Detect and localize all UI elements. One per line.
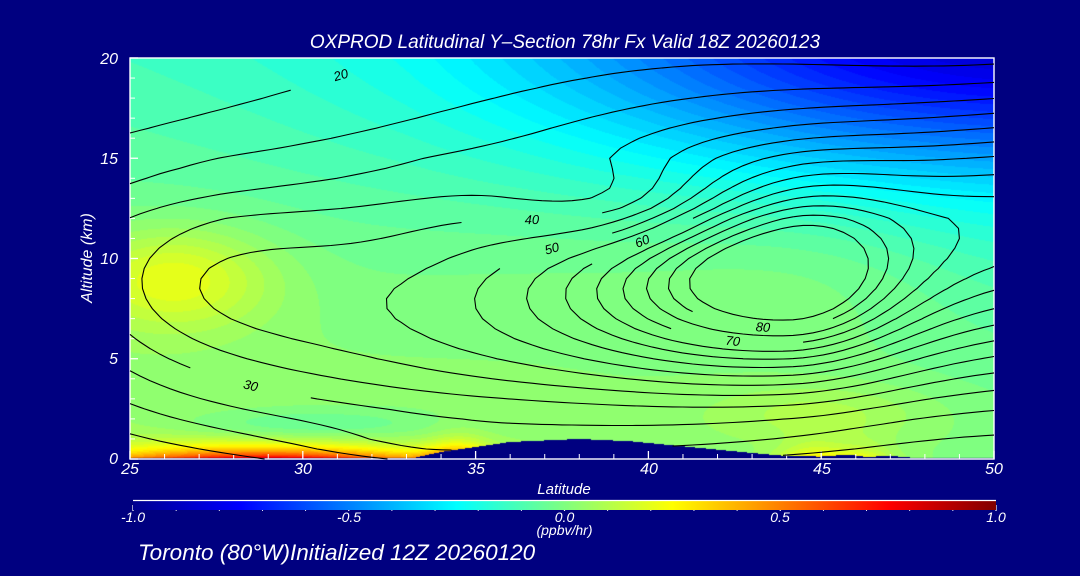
svg-text:Altitude (km): Altitude (km) [79, 213, 96, 304]
svg-text:(ppbv/hr): (ppbv/hr) [536, 522, 592, 538]
svg-text:20: 20 [99, 51, 118, 68]
svg-text:45: 45 [813, 461, 831, 478]
svg-text:15: 15 [100, 151, 118, 168]
svg-text:10: 10 [100, 251, 118, 268]
svg-text:5: 5 [109, 351, 118, 368]
svg-text:40: 40 [524, 212, 540, 227]
svg-text:20: 20 [331, 65, 351, 84]
svg-text:35: 35 [467, 461, 485, 478]
svg-text:0.5: 0.5 [770, 509, 790, 525]
svg-text:Toronto (80°W)Initialized 12Z: Toronto (80°W)Initialized 12Z 20260120 [138, 540, 536, 565]
svg-text:-0.5: -0.5 [337, 509, 361, 525]
svg-text:Latitude: Latitude [537, 481, 590, 498]
svg-text:40: 40 [640, 461, 658, 478]
svg-text:30: 30 [294, 461, 312, 478]
svg-text:25: 25 [120, 461, 139, 478]
svg-text:80: 80 [755, 319, 771, 335]
svg-text:OXPROD Latitudinal Y–Section: OXPROD Latitudinal Y–Section 78hr Fx Val… [310, 32, 821, 53]
svg-text:-1.0: -1.0 [121, 509, 145, 525]
svg-text:0: 0 [109, 451, 118, 468]
svg-text:50: 50 [985, 461, 1003, 478]
svg-text:30: 30 [242, 377, 260, 395]
svg-text:70: 70 [725, 333, 742, 350]
svg-text:50: 50 [543, 239, 562, 258]
svg-text:1.0: 1.0 [986, 509, 1006, 525]
